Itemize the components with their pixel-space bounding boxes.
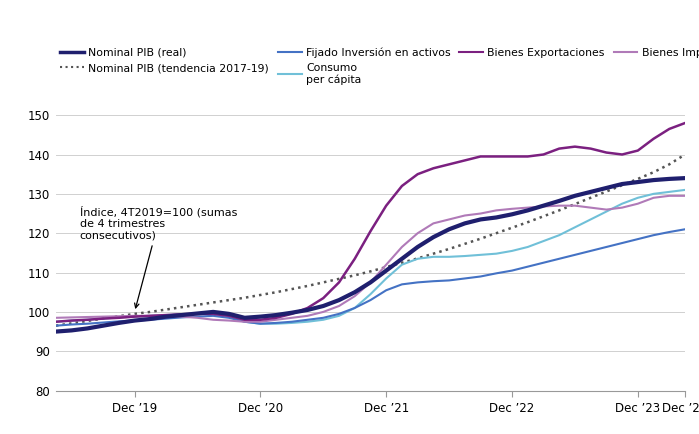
Legend: Nominal PIB (real), Nominal PIB (tendencia 2017-19), Fijado Inversión en activos: Nominal PIB (real), Nominal PIB (tendenc… <box>56 43 699 89</box>
Text: Índice, 4T2019=100 (sumas
de 4 trimestres
consecutivos): Índice, 4T2019=100 (sumas de 4 trimestre… <box>80 206 237 308</box>
